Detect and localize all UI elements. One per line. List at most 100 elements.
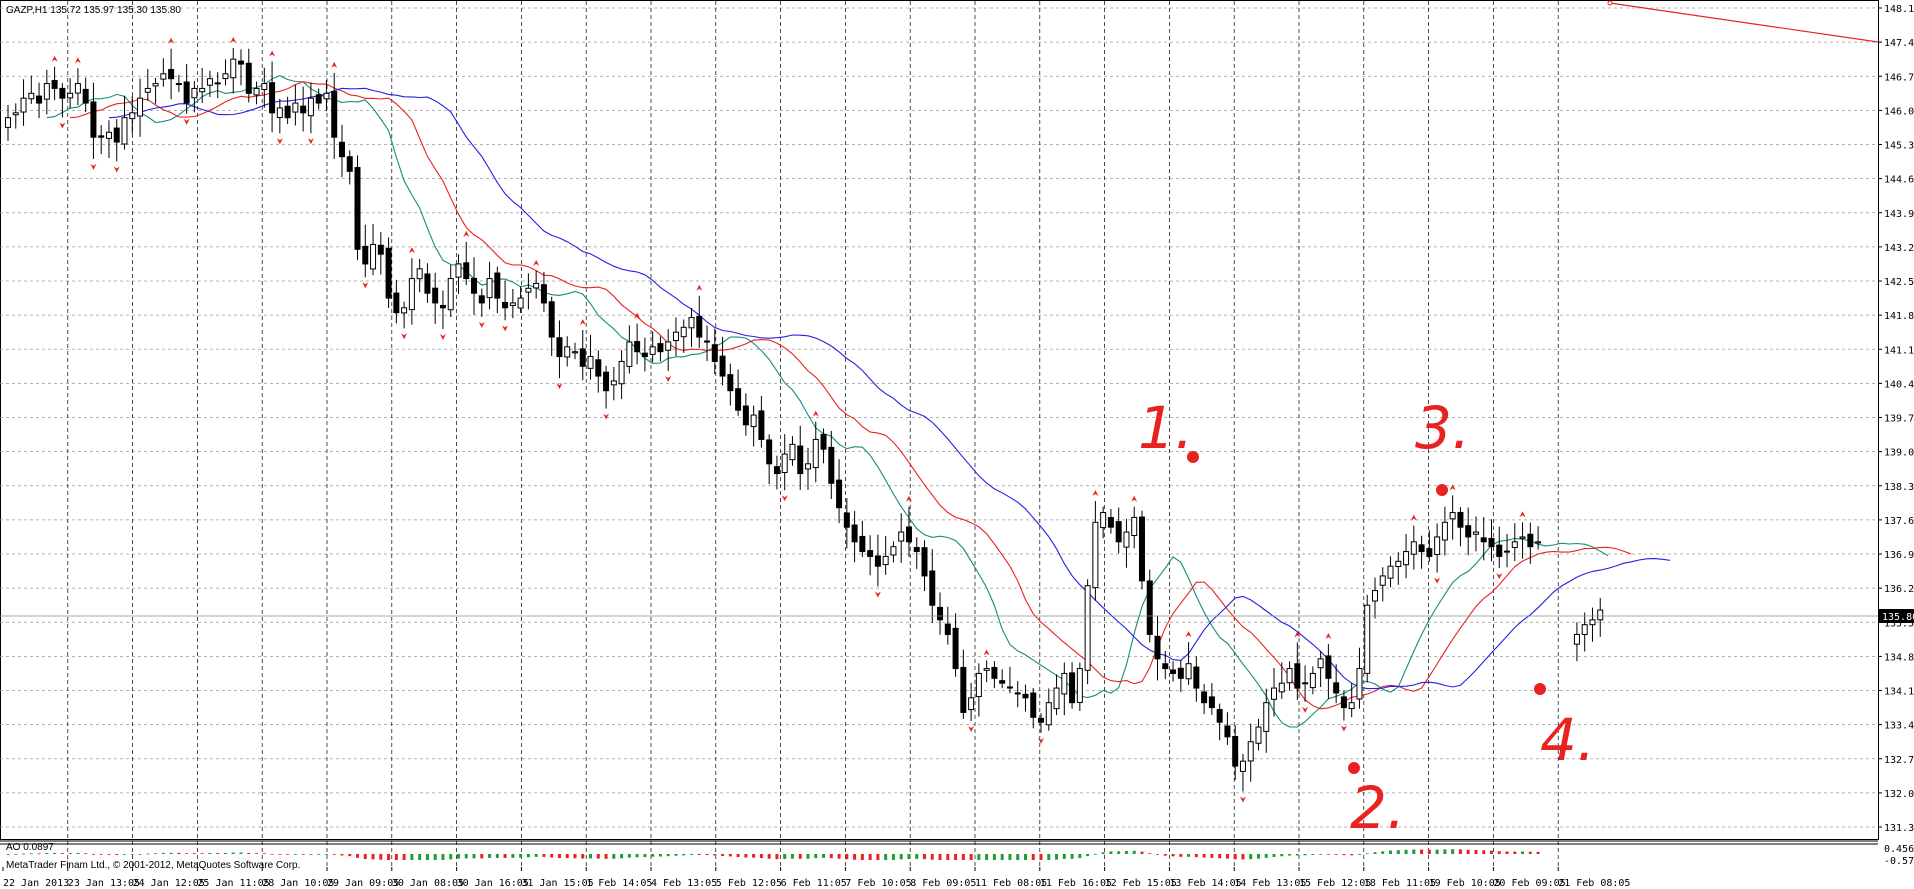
ao-bar [643,854,647,858]
candle-down [1170,669,1177,674]
candle-down [346,156,353,172]
candle-down [1138,516,1145,582]
ao-bar [519,854,523,858]
ao-bar [736,854,740,857]
ao-bar [1536,851,1540,854]
ao-bar [29,853,33,855]
candle-up [672,331,679,342]
candle-down [556,337,563,358]
x-tick-label: 20 Feb 09:05 [1493,878,1565,889]
trend-line[interactable] [1609,2,1879,43]
candle-up [1472,531,1479,535]
candle-up [206,78,213,86]
candle-down [1030,692,1037,718]
fractal-down [307,138,314,145]
candle-up [67,92,74,99]
candle-down [952,627,959,670]
fractal-down [1340,725,1347,732]
candle-down [502,301,509,309]
ao-bar [1109,851,1113,854]
price-axis[interactable]: 148.15 147.45 146.75 146.05 145.35 144.65 143.… [1878,4,1914,867]
candle-down [1146,580,1153,635]
candle-down [471,277,478,294]
y-tick-label: 146.05 [1884,106,1914,117]
ao-bar [472,854,476,859]
candle-down [913,547,920,553]
candle-down [478,295,485,304]
x-tick-label: 30 Jan 16:05 [457,878,529,889]
ao-bar [456,854,460,859]
ao-bar [1101,852,1105,854]
candle-up [1271,687,1278,700]
candle-up [789,443,796,461]
candle-down [1340,696,1347,709]
candle-up [1519,536,1526,539]
y-tick-label: 148.15 [1884,4,1914,15]
y-tick-label: 136.25 [1884,584,1914,595]
candle-down [905,526,912,543]
candle-down [269,82,276,114]
ao-bar [581,854,585,859]
ao-bar [301,854,305,855]
ao-bar [324,854,328,855]
candle-up [968,697,975,711]
candle-down [1022,693,1029,699]
ao-bar [480,854,484,859]
ao-bar [860,854,864,860]
candle-up [144,87,151,93]
candle-up [222,73,229,80]
candle-down [1006,686,1013,689]
candle-up [1589,619,1596,626]
ao-scale-top: 0.4564 [1884,844,1914,855]
candle-down [1426,548,1433,557]
candle-down [245,62,252,94]
candle-down [331,91,338,138]
candle-down [1154,635,1161,660]
ao-label: AO 0.0897 [6,842,54,853]
x-tick-label: 28 Jan 10:05 [262,878,334,889]
ao-bar [293,854,297,855]
candle-up [1092,521,1099,589]
candle-up [1573,633,1580,645]
candle-down [1162,663,1169,670]
ao-bar [1458,849,1462,854]
ao-bar [589,854,593,859]
ao-bar [1350,854,1354,856]
ao-bar [1396,850,1400,854]
candle-up [1387,565,1394,579]
ao-bar [752,854,756,858]
ao-bar [635,854,639,858]
ao-bar [1093,853,1097,855]
candle-up [1356,668,1363,700]
x-tick-label: 24 Jan 12:05 [133,878,205,889]
candle-down [1333,682,1340,694]
x-tick-label: 11 Feb 08:05 [975,878,1047,889]
candle-up [983,668,990,671]
ao-bar [1016,854,1020,860]
y-tick-label: 143.25 [1884,243,1914,254]
fractal-up [1449,484,1456,491]
candle-down [315,94,322,104]
ao-bar [1179,854,1183,857]
ao-bar [410,854,414,860]
candle-down [828,446,835,484]
ao-bar [1117,851,1121,854]
ao-bar [1505,851,1509,854]
ao-bar [1404,849,1408,854]
candle-up [688,317,695,329]
moving-averages [46,74,1671,728]
ao-bar [713,854,717,856]
candle-up [517,297,524,309]
ao-bar [1070,854,1074,859]
candle-down [851,524,858,543]
annotation-2: 2. [1350,774,1405,842]
trend-line-anchor[interactable] [1607,0,1613,6]
candle-up [1076,668,1083,703]
ao-bar [1451,849,1455,854]
candle-up [1371,590,1378,602]
x-tick-label: 12 Feb 15:05 [1105,878,1177,889]
candle-down [300,105,307,114]
annotation-dot [1187,451,1199,463]
